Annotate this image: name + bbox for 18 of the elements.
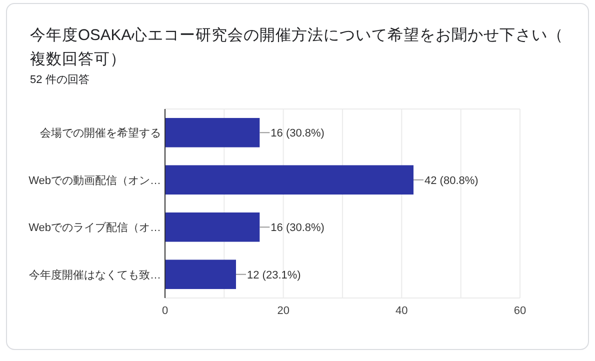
bar bbox=[165, 165, 414, 195]
bar bbox=[165, 260, 236, 290]
x-tick-label: 40 bbox=[396, 305, 408, 317]
y-tick-label: 会場での開催を希望する bbox=[40, 126, 161, 140]
data-label: 16 (30.8%) bbox=[270, 222, 324, 234]
data-label: 12 (23.1%) bbox=[247, 269, 301, 282]
y-tick-label: Webでの動画配信（オン… bbox=[28, 174, 161, 187]
x-tick-label: 0 bbox=[162, 305, 168, 317]
text: 52 件の回答 bbox=[30, 74, 90, 86]
bar bbox=[165, 118, 260, 148]
data-label: 16 (30.8%) bbox=[270, 128, 324, 140]
chart-title: 今年度OSAKA心エコー研究会の開催方法について希望をお聞かせ下さい（複数回答可） bbox=[30, 26, 564, 68]
bar bbox=[165, 212, 260, 242]
y-tick-label: 今年度開催はなくても致… bbox=[29, 268, 161, 282]
data-label: 42 (80.8%) bbox=[424, 174, 478, 187]
x-tick-label: 60 bbox=[514, 305, 526, 317]
y-tick-label: Webでのライブ配信（オ… bbox=[28, 221, 161, 234]
x-tick-label: 20 bbox=[277, 305, 290, 317]
